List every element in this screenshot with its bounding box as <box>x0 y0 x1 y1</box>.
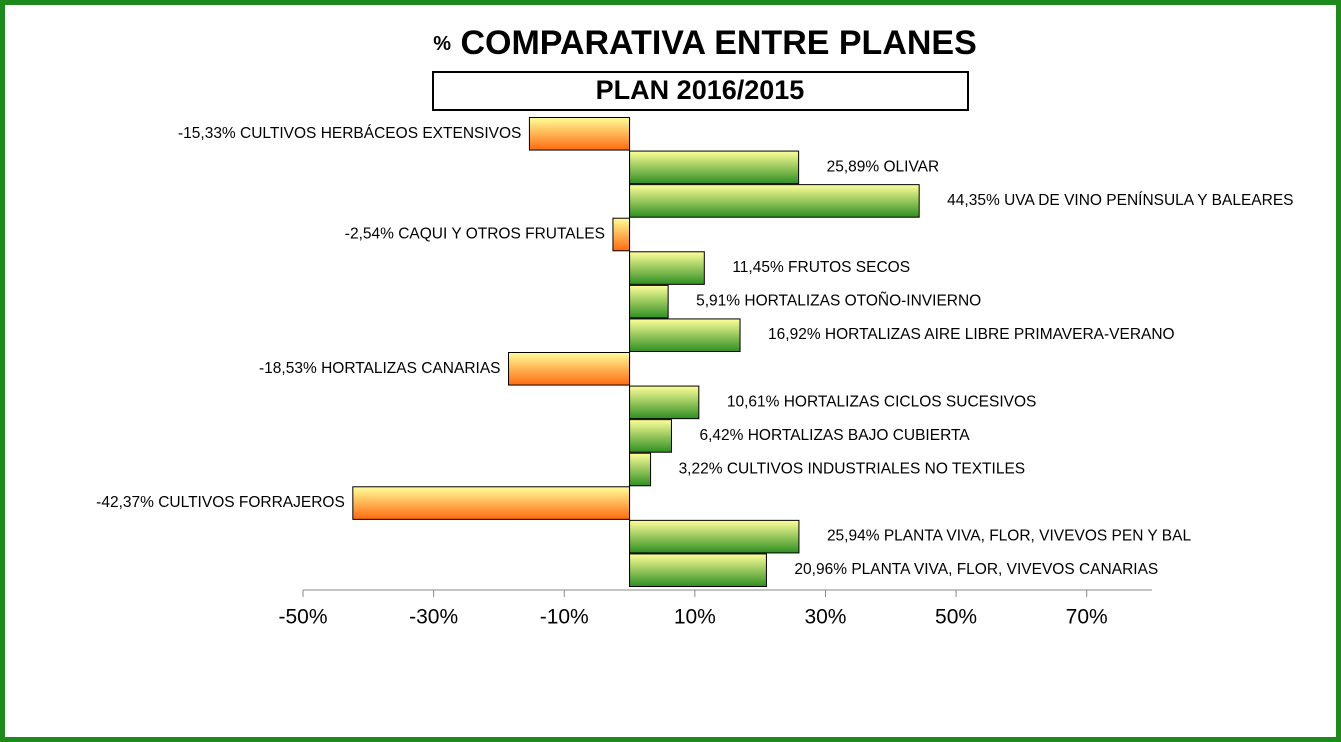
category-label: CULTIVOS INDUSTRIALES NO TEXTILES <box>727 461 1025 478</box>
value-label: 5,91% <box>696 293 740 310</box>
bar <box>629 553 767 588</box>
value-label: 20,96% <box>794 561 847 578</box>
x-tick-label: 50% <box>935 606 977 629</box>
data-label: 3,22% CULTIVOS INDUSTRIALES NO TEXTILES <box>679 461 1026 478</box>
value-label: -2,54% <box>345 226 394 243</box>
value-label: 44,35% <box>947 192 1000 209</box>
category-label: PLANTA VIVA, FLOR, VIVEVOS CANARIAS <box>851 561 1158 578</box>
data-label: 44,35% UVA DE VINO PENÍNSULA Y BALEARES <box>947 192 1293 209</box>
data-label: -18,53% HORTALIZAS CANARIAS <box>259 360 501 377</box>
value-label: -42,37% <box>96 494 154 511</box>
x-tick-label: -50% <box>278 606 327 629</box>
x-tick-label: 10% <box>674 606 716 629</box>
data-label: 5,91% HORTALIZAS OTOÑO-INVIERNO <box>696 293 981 310</box>
category-label: OLIVAR <box>884 158 940 175</box>
value-label: 11,45% <box>732 259 784 276</box>
data-label: 6,42% HORTALIZAS BAJO CUBIERTA <box>699 427 970 444</box>
subtitle-box <box>432 71 969 111</box>
category-label: CAQUI Y OTROS FRUTALES <box>398 226 605 243</box>
bar <box>629 519 800 554</box>
value-label: 10,61% <box>727 393 780 410</box>
bar <box>629 251 705 285</box>
bar <box>352 486 631 520</box>
value-label: -15,33% <box>178 125 236 142</box>
data-label: -15,33% CULTIVOS HERBÁCEOS EXTENSIVOS <box>178 125 521 142</box>
category-label: CULTIVOS FORRAJEROS <box>158 494 345 511</box>
x-tick-label: 70% <box>1066 606 1108 629</box>
category-label: HORTALIZAS CICLOS SUCESIVOS <box>784 393 1037 410</box>
data-label: 16,92% HORTALIZAS AIRE LIBRE PRIMAVERA-V… <box>768 326 1175 343</box>
category-label: HORTALIZAS OTOÑO-INVIERNO <box>744 293 981 310</box>
bar <box>629 419 672 453</box>
data-label: 25,94% PLANTA VIVA, FLOR, VIVEVOS PEN Y … <box>827 528 1192 545</box>
category-label: UVA DE VINO PENÍNSULA Y BALEARES <box>1004 192 1293 209</box>
category-label: HORTALIZAS AIRE LIBRE PRIMAVERA-VERANO <box>825 326 1175 343</box>
category-label: PLANTA VIVA, FLOR, VIVEVOS PEN Y BAL <box>884 528 1192 545</box>
data-label: -2,54% CAQUI Y OTROS FRUTALES <box>345 226 605 243</box>
bar <box>612 217 631 252</box>
data-label: 25,89% OLIVAR <box>827 158 940 175</box>
bar <box>629 284 669 319</box>
bar <box>508 352 631 386</box>
data-label: 20,96% PLANTA VIVA, FLOR, VIVEVOS CANARI… <box>794 561 1158 578</box>
value-label: 25,89% <box>827 158 880 175</box>
value-label: 6,42% <box>699 427 743 444</box>
title-symbol: % <box>433 33 451 55</box>
value-label: -18,53% <box>259 360 317 377</box>
bar <box>629 184 920 218</box>
value-label: 16,92% <box>768 326 821 343</box>
category-label: CULTIVOS HERBÁCEOS EXTENSIVOS <box>240 125 521 142</box>
bar <box>629 318 741 352</box>
category-label: HORTALIZAS BAJO CUBIERTA <box>748 427 971 444</box>
data-label: -42,37% CULTIVOS FORRAJEROS <box>96 494 345 511</box>
x-tick-label: 30% <box>804 606 846 629</box>
bar <box>629 150 800 185</box>
value-label: 25,94% <box>827 528 880 545</box>
bar <box>528 117 631 151</box>
x-tick-label: -10% <box>540 606 589 629</box>
bar <box>629 385 700 420</box>
data-label: 10,61% HORTALIZAS CICLOS SUCESIVOS <box>727 393 1037 410</box>
category-label: FRUTOS SECOS <box>788 259 910 276</box>
data-label: 11,45% FRUTOS SECOS <box>732 259 910 276</box>
value-label: 3,22% <box>679 461 723 478</box>
chart-subtitle: PLAN 2016/2015 <box>596 75 805 105</box>
bar <box>629 452 652 487</box>
category-label: HORTALIZAS CANARIAS <box>321 360 500 377</box>
x-tick-label: -30% <box>409 606 458 629</box>
chart-title: % COMPARATIVA ENTRE PLANES <box>433 24 977 62</box>
title-text: COMPARATIVA ENTRE PLANES <box>460 24 976 62</box>
